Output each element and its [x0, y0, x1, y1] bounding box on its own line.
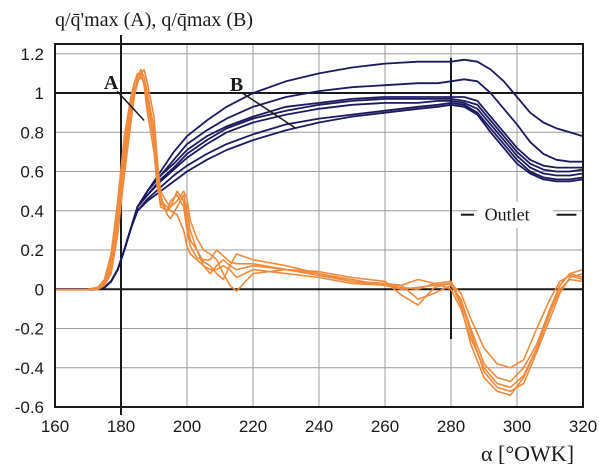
- series-a-line: [55, 68, 584, 396]
- x-tick-label: 180: [107, 417, 135, 436]
- series-b-line: [55, 103, 584, 291]
- x-tick-label: 160: [41, 417, 69, 436]
- x-axis-label: α [°OWK]: [481, 441, 574, 466]
- annotations: A B Outlet: [104, 72, 577, 228]
- annotation-a-pointer: [116, 90, 145, 122]
- reference-lines: [55, 35, 583, 415]
- x-tick-label: 300: [503, 417, 531, 436]
- plot-frame: [54, 43, 584, 408]
- y-tick-label: 0.6: [20, 163, 44, 182]
- x-tick-label: 240: [305, 417, 333, 436]
- y-axis-label: q/q̄'max (A), q/q̄max (B): [55, 9, 253, 31]
- annotation-b-pointer: [242, 92, 297, 129]
- series-a-line: [55, 72, 584, 389]
- y-tick-label: 0.8: [20, 123, 44, 142]
- series-a-group: [55, 68, 584, 396]
- x-tick-label: 320: [569, 417, 597, 436]
- annotation-a-label: A: [104, 72, 119, 94]
- y-tick-label: -0.2: [15, 320, 44, 339]
- y-tick-labels: -0.6 -0.4 -0.2 0 0.2 0.4 0.6 0.8 1 1.2: [15, 45, 44, 417]
- y-tick-label: -0.6: [15, 398, 44, 417]
- x-tick-label: 220: [239, 417, 267, 436]
- series-b-group: [55, 58, 584, 291]
- x-tick-label: 200: [173, 417, 201, 436]
- y-tick-label: 0.4: [20, 202, 44, 221]
- y-tick-label: 1: [35, 84, 44, 103]
- outlet-label-background: [477, 201, 554, 228]
- x-tick-label: 260: [371, 417, 399, 436]
- y-tick-label: -0.4: [15, 359, 44, 378]
- series-a-line: [55, 76, 584, 393]
- x-tick-label: 280: [437, 417, 465, 436]
- annotation-outlet-label: Outlet: [485, 205, 530, 225]
- annotation-b-label: B: [230, 74, 243, 96]
- x-tick-labels: 160 180 200 220 240 260 280 300 320: [41, 417, 597, 436]
- y-tick-label: 1.2: [20, 45, 44, 64]
- y-tick-label: 0.2: [20, 241, 44, 260]
- y-tick-label: 0: [35, 280, 44, 299]
